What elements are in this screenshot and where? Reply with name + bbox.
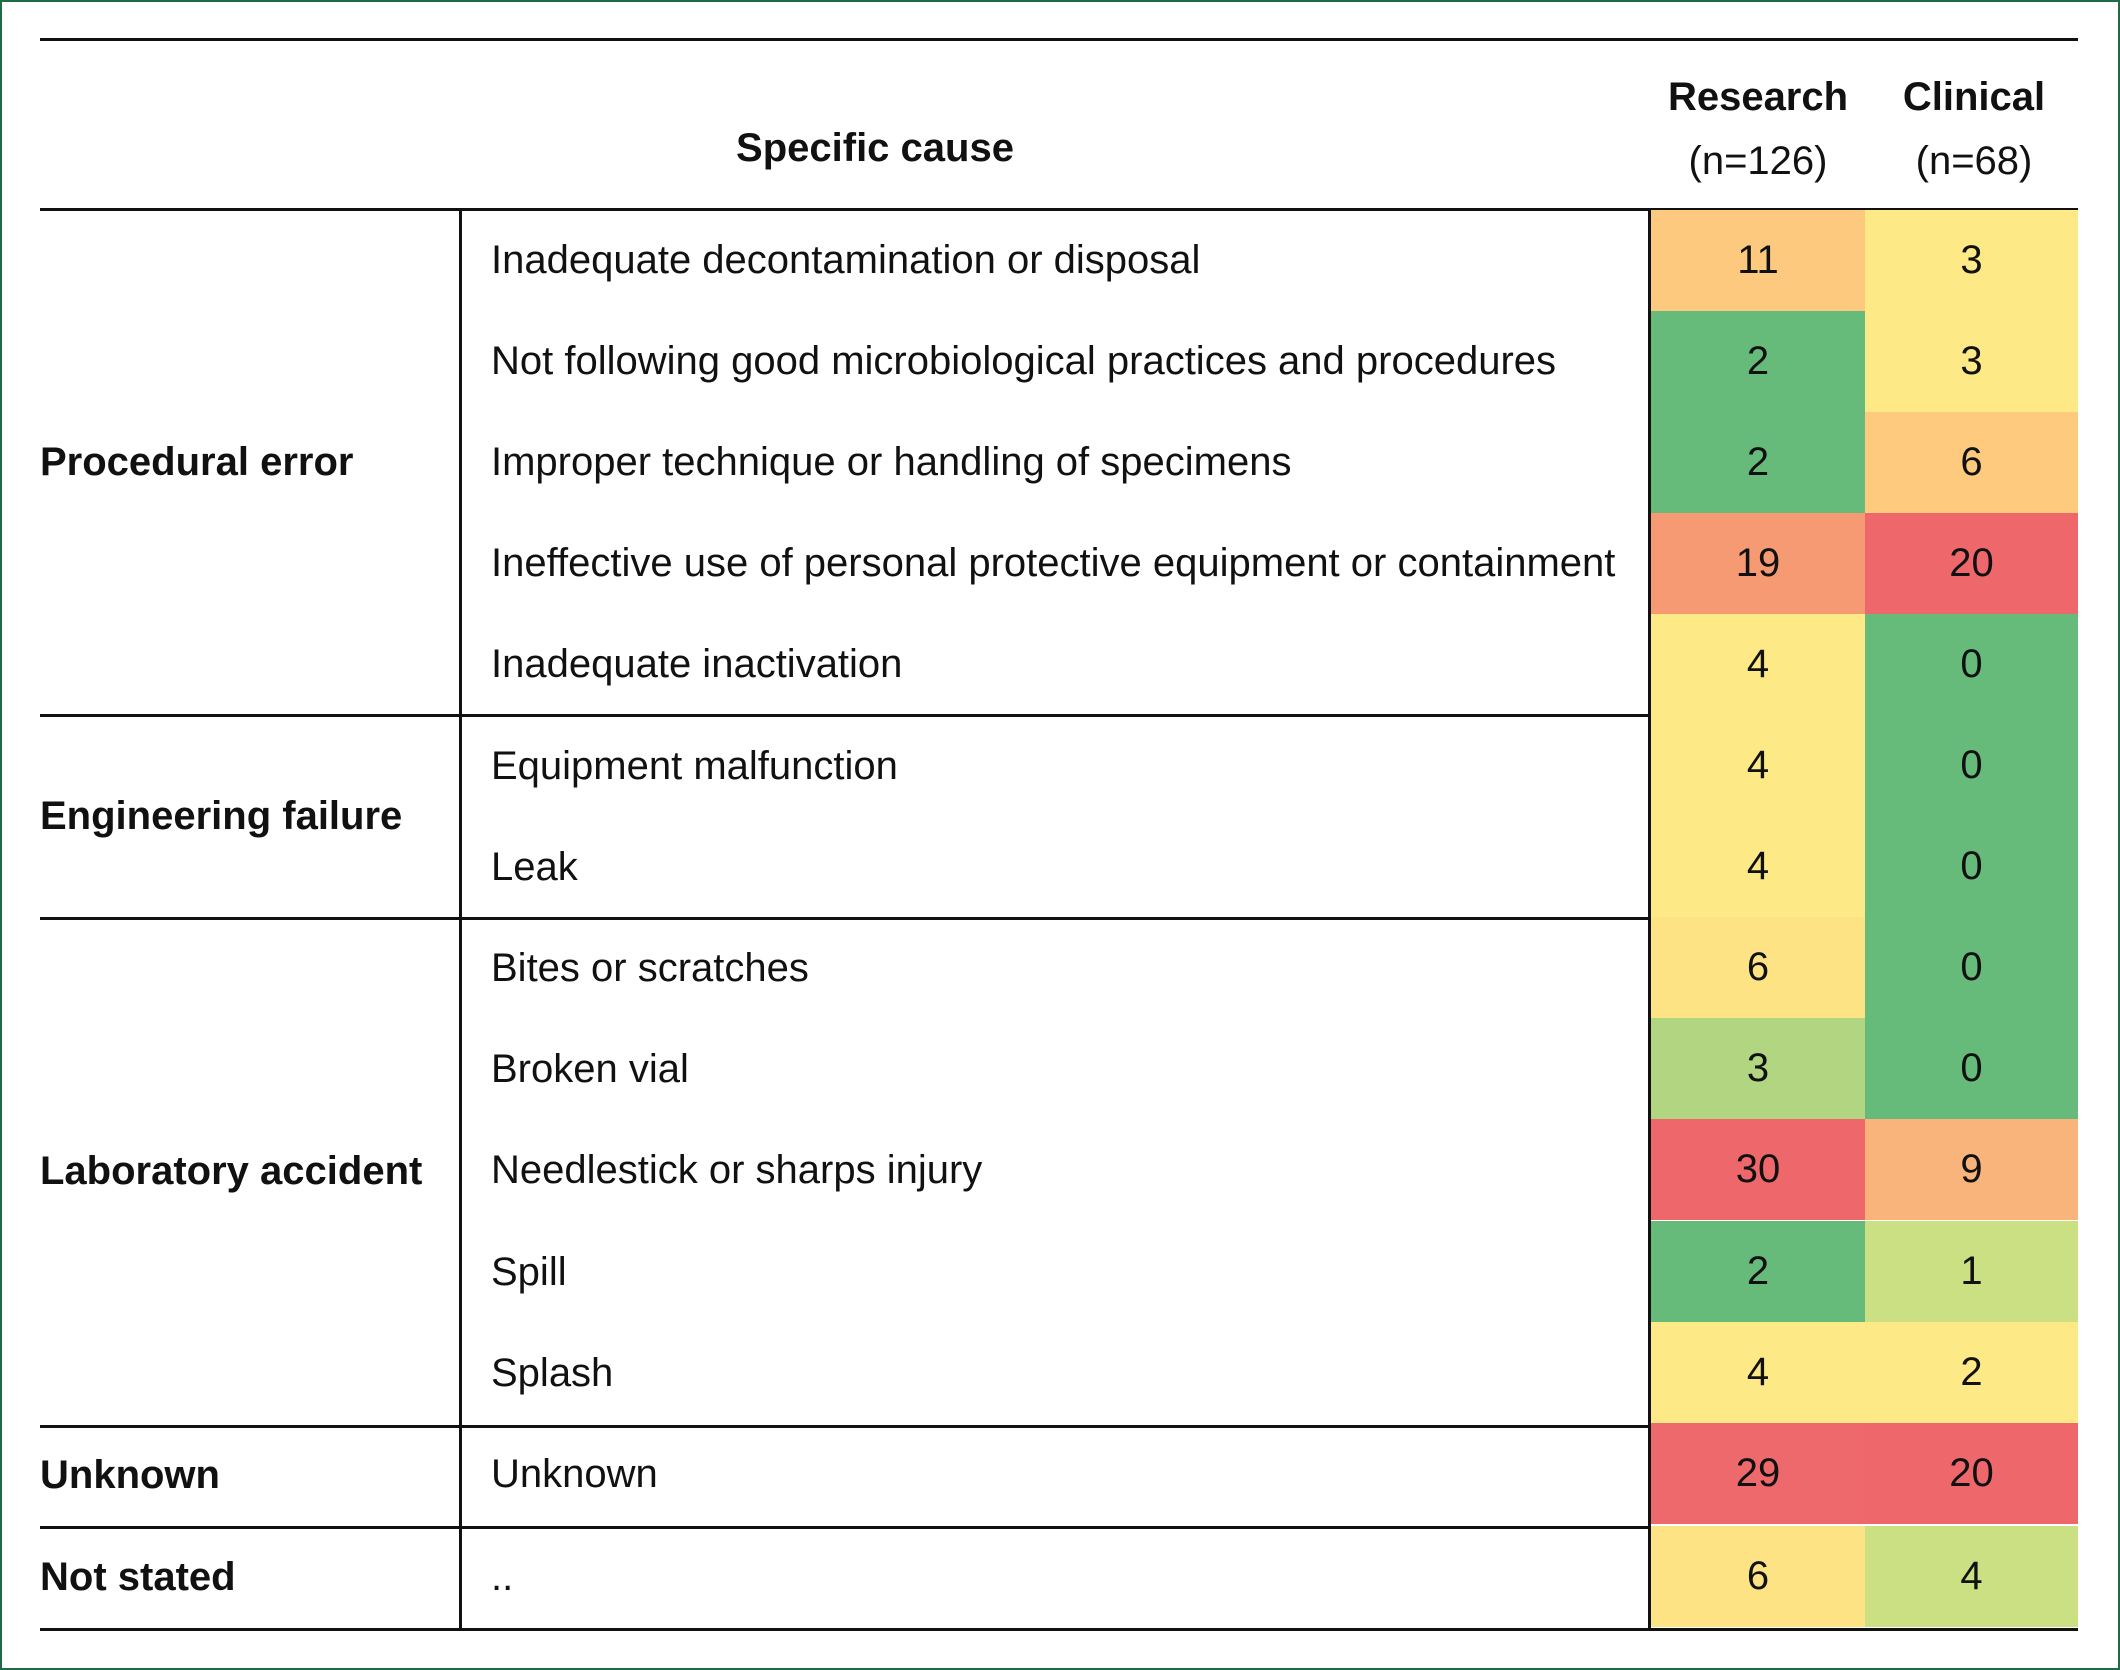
group-engineering-failure: Engineering failure	[40, 794, 403, 838]
row-cause: Unknown	[491, 1452, 658, 1496]
row-cause: ..	[491, 1555, 514, 1599]
research-cell: 6	[1651, 917, 1865, 1018]
row-cause: Inadequate decontamination or disposal	[491, 238, 1201, 282]
header-rule	[40, 208, 2078, 211]
clinical-cell: 6	[1865, 412, 2078, 513]
clinical-cell: 9	[1865, 1119, 2078, 1220]
row-cause: Bites or scratches	[491, 946, 809, 990]
research-cell: 19	[1651, 513, 1865, 614]
header-clinical-title: Clinical	[1902, 75, 2046, 119]
research-cell: 2	[1651, 412, 1865, 513]
row-cause: Leak	[491, 845, 578, 889]
row-cause: Needlestick or sharps injury	[491, 1148, 983, 1192]
header-specific-cause: Specific cause	[736, 126, 1014, 170]
research-cell: 2	[1651, 311, 1865, 412]
row-cause: Improper technique or handling of specim…	[491, 440, 1292, 484]
header-research-n: (n=126)	[1688, 139, 1828, 183]
row-cause: Splash	[491, 1351, 614, 1395]
clinical-cell: 0	[1865, 917, 2078, 1018]
row-cause: Spill	[491, 1250, 567, 1294]
group-laboratory-accident: Laboratory accident	[40, 1149, 423, 1193]
clinical-cell: 1	[1865, 1221, 2078, 1322]
top-rule	[40, 38, 2078, 41]
group-divider	[40, 917, 1650, 920]
research-cell: 2	[1651, 1221, 1865, 1322]
header-clinical: Clinical (n=68)	[1866, 65, 2082, 193]
group-divider	[40, 1526, 1650, 1529]
row-cause: Equipment malfunction	[491, 744, 898, 788]
group-divider	[40, 714, 1650, 717]
group-not-stated: Not stated	[40, 1555, 236, 1599]
group-unknown: Unknown	[40, 1453, 220, 1497]
clinical-cell: 20	[1865, 1423, 2078, 1524]
research-cell: 4	[1651, 614, 1865, 715]
clinical-cell: 0	[1865, 816, 2078, 917]
row-cause: Inadequate inactivation	[491, 642, 903, 686]
row-cause: Broken vial	[491, 1047, 689, 1091]
clinical-cell: 20	[1865, 513, 2078, 614]
clinical-cell: 3	[1865, 210, 2078, 311]
group-procedural-error: Procedural error	[40, 440, 354, 484]
clinical-cell: 0	[1865, 614, 2078, 715]
clinical-cell: 0	[1865, 715, 2078, 816]
bottom-rule	[40, 1628, 2078, 1631]
clinical-cell: 4	[1865, 1526, 2078, 1627]
clinical-cell: 2	[1865, 1322, 2078, 1423]
research-cell: 30	[1651, 1119, 1865, 1220]
header-research-title: Research	[1667, 75, 1849, 119]
header-clinical-n: (n=68)	[1915, 139, 2033, 183]
column-divider-left	[459, 210, 462, 1629]
header-research: Research (n=126)	[1650, 65, 1866, 193]
clinical-cell: 0	[1865, 1018, 2078, 1119]
group-divider	[40, 1425, 1650, 1428]
research-cell: 29	[1651, 1423, 1865, 1524]
row-cause: Not following good microbiological pract…	[491, 339, 1557, 383]
research-cell: 4	[1651, 715, 1865, 816]
column-divider-right	[1648, 210, 1651, 1629]
table-header: Specific cause Research (n=126) Clinical…	[40, 41, 2078, 208]
research-cell: 4	[1651, 816, 1865, 917]
research-cell: 6	[1651, 1526, 1865, 1627]
research-cell: 3	[1651, 1018, 1865, 1119]
clinical-cell: 3	[1865, 311, 2078, 412]
row-cause: Ineffective use of personal protective e…	[491, 541, 1616, 585]
research-cell: 4	[1651, 1322, 1865, 1423]
research-cell: 11	[1651, 210, 1865, 311]
